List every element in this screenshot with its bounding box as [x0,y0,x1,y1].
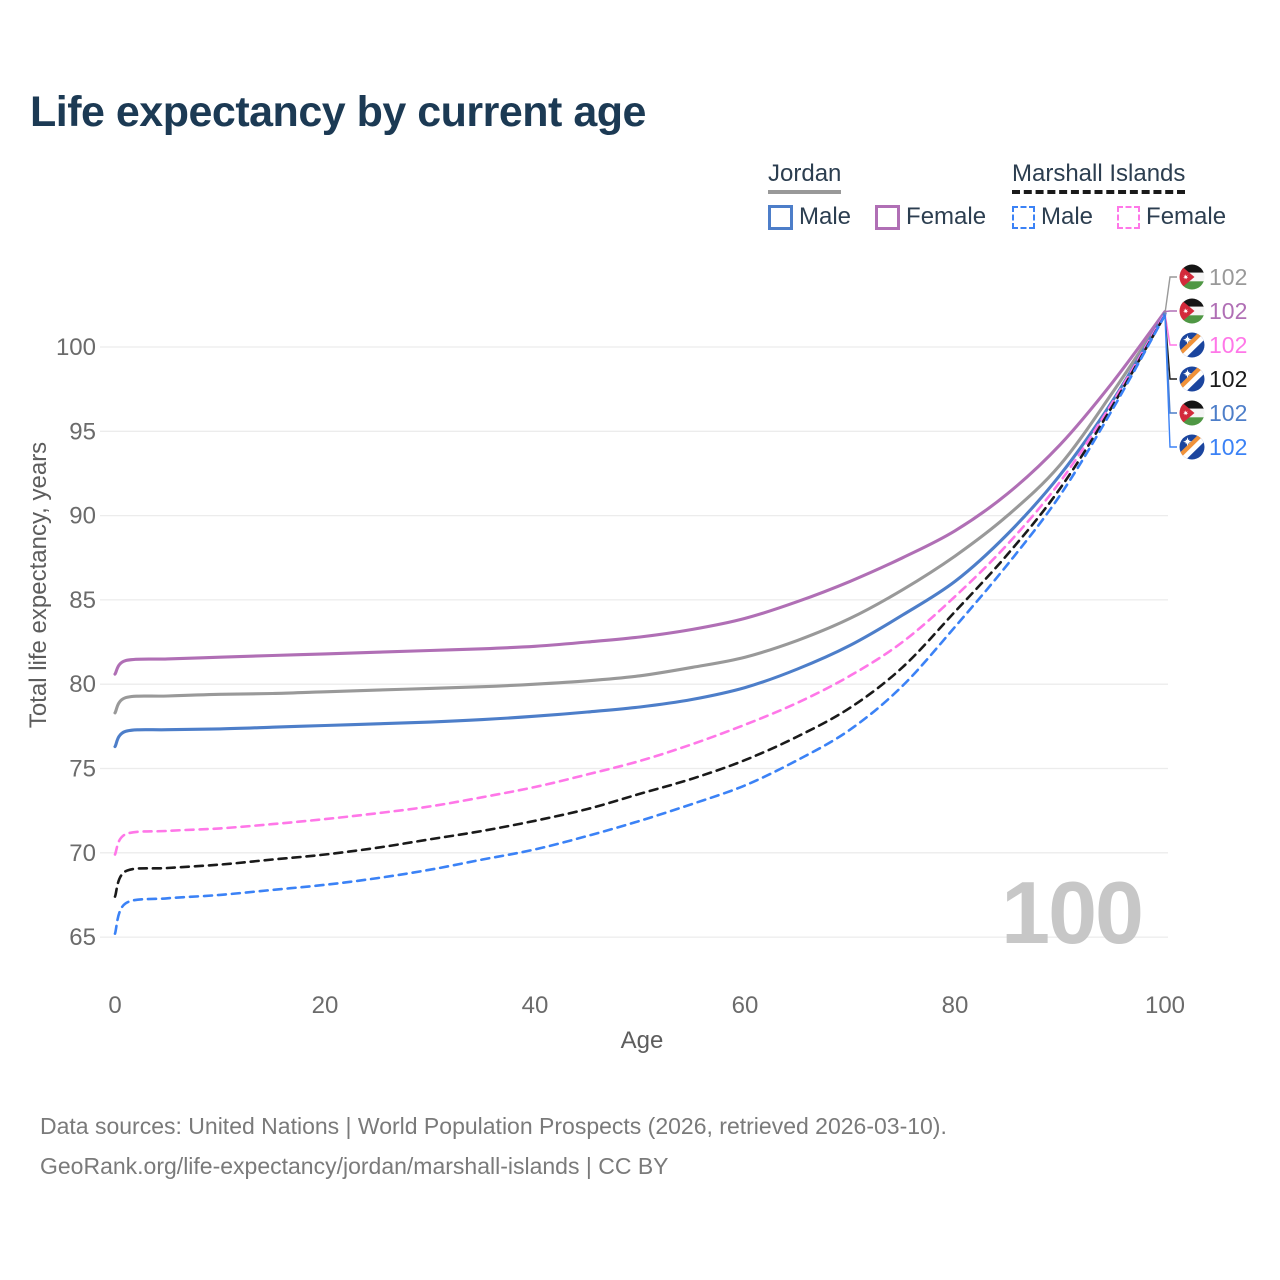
legend-group-jordan: Jordan Male Female [768,160,986,231]
jordan-male-swatch [768,204,793,230]
x-tick-label: 0 [108,992,121,1019]
legend-country-marshall-islands: Marshall Islands [1012,160,1186,194]
page-title: Life expectancy by current age [30,88,646,136]
series-line-jordan-male[interactable] [113,311,1167,749]
flag-icon-marshall-islands [1179,434,1205,460]
marshall-islands-female-swatch [1117,205,1141,229]
footer: Data sources: United Nations | World Pop… [40,1106,947,1186]
flag-icon-jordan [1179,400,1205,426]
series-line-marshall-islands-female[interactable] [113,312,1167,856]
y-tick-label: 95 [69,418,96,445]
legend-item-jordan-male[interactable]: Male [768,203,851,231]
end-value-label: 102 [1209,434,1247,460]
label-leader-line [1164,310,1177,313]
flag-icon-jordan [1179,264,1205,290]
legend-item-label: Female [1146,203,1227,230]
y-tick-label: 65 [69,924,96,951]
x-tick-label: 80 [942,992,969,1019]
line-chart[interactable]: 65 70 75 80 85 90 95 100 0 20 40 60 80 100 102 102 102 1… [0,240,1280,1060]
label-leader-line [1164,314,1177,448]
x-tick-label: 60 [732,992,759,1019]
label-leader-line [1164,313,1177,346]
y-tick-label: 90 [69,503,96,530]
jordan-female-swatch [875,204,901,230]
flag-icon-marshall-islands [1179,366,1205,392]
y-axis-title: Total life expectancy, years [25,442,52,728]
legend-group-marshall-islands: Marshall Islands Male Female [1012,160,1226,231]
legend-item-label: Male [799,203,852,230]
y-tick-label: 80 [69,671,96,698]
footer-attribution: GeoRank.org/life-expectancy/jordan/marsh… [40,1153,669,1179]
legend-item-marshall-islands-female[interactable]: Female [1117,203,1226,231]
legend-item-marshall-islands-male[interactable]: Male [1012,203,1093,231]
end-value-label: 102 [1209,332,1247,358]
legend-item-label: Female [906,203,987,230]
legend-country-jordan: Jordan [768,160,842,194]
x-axis-title: Age [621,1027,664,1054]
y-tick-label: 85 [69,587,96,614]
end-value-label: 102 [1209,400,1247,426]
legend-row: Male Female [1012,203,1226,231]
legend-row: Male Female [768,203,986,231]
legend-item-jordan-female[interactable]: Female [875,203,986,231]
y-tick-label: 100 [56,334,96,361]
end-value-label: 102 [1209,264,1247,290]
y-tick-label: 75 [69,756,96,783]
footer-data-sources: Data sources: United Nations | World Pop… [40,1113,947,1139]
legend-item-label: Male [1041,203,1094,230]
series-line-marshall-islands-both-sexes[interactable] [113,313,1167,898]
flag-icon-marshall-islands [1179,332,1205,358]
end-value-label: 102 [1209,298,1247,324]
series-line-jordan-both-sexes[interactable] [113,311,1167,715]
y-tick-label: 70 [69,840,96,867]
end-value-label: 102 [1209,366,1247,392]
marshall-islands-male-swatch [1012,205,1035,229]
series-line-jordan-female[interactable] [113,310,1167,676]
watermark-age: 100 [1001,863,1144,962]
series-line-marshall-islands-male[interactable] [113,313,1167,935]
x-tick-label: 20 [312,992,339,1019]
x-tick-label: 100 [1145,992,1185,1019]
label-leader-line [1164,276,1177,314]
x-tick-label: 40 [522,992,549,1019]
flag-icon-jordan [1179,298,1205,324]
